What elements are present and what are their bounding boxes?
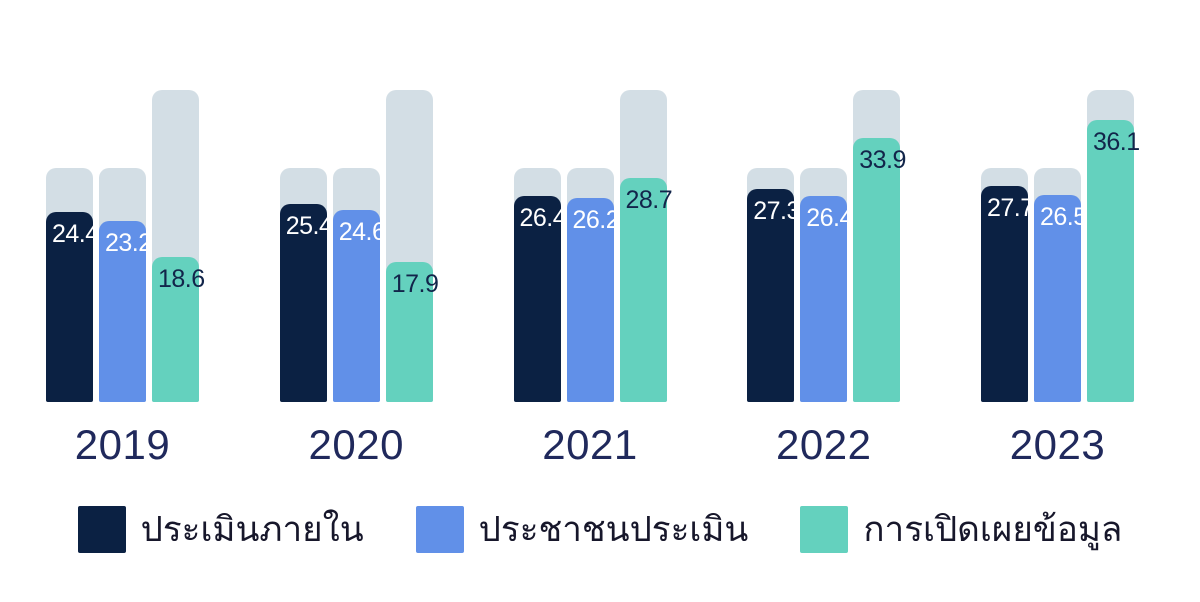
legend-label: ประเมินภายใน — [140, 510, 364, 549]
bar-series-2: 33.9 — [853, 137, 906, 402]
legend-item: ประชาชนประเมิน — [415, 506, 749, 553]
bar-slot: 18.6 — [152, 90, 205, 402]
bar-value-label: 24.6 — [338, 218, 386, 247]
bar-series-0: 25.4 — [279, 203, 333, 402]
year-group: 25.4 24.6 17.9 2020 — [279, 90, 439, 466]
bar-slot: 17.9 — [385, 90, 439, 402]
bar-value-label: 26.4 — [519, 204, 567, 233]
bar-series-1: 26.2 — [566, 197, 620, 402]
bar-slot: 26.2 — [566, 168, 620, 402]
bar-series-0: 27.3 — [747, 189, 800, 402]
bar-value-label: 25.4 — [285, 211, 333, 240]
bar-value-label: 24.4 — [52, 219, 99, 248]
grouped-bar-chart: 24.4 23.2 18.6 2019 25.4 24.6 17.9 2020 26.4 26.2… — [46, 90, 1140, 466]
bar-series-1: 24.6 — [332, 210, 386, 402]
bar-series-2: 18.6 — [152, 256, 205, 402]
year-group: 27.7 26.5 36.1 2023 — [981, 90, 1140, 466]
bar-slot: 27.7 — [981, 168, 1034, 402]
year-group: 27.3 26.4 33.9 2022 — [747, 90, 906, 466]
legend-swatch — [800, 506, 849, 553]
bar-cluster: 27.7 26.5 36.1 — [981, 90, 1140, 402]
bar-slot: 27.3 — [747, 168, 800, 402]
x-axis-label-year: 2020 — [308, 421, 404, 468]
legend-item: ประเมินภายใน — [77, 506, 364, 553]
bar-slot: 26.4 — [513, 168, 567, 402]
year-group: 24.4 23.2 18.6 2019 — [46, 90, 205, 466]
bar-cluster: 26.4 26.2 28.7 — [513, 90, 673, 402]
bar-value-label: 17.9 — [391, 270, 439, 299]
x-axis-label-year: 2019 — [74, 421, 171, 468]
bar-value-label: 26.5 — [1040, 203, 1087, 232]
bar-value-label: 23.2 — [105, 229, 152, 258]
bar-slot: 23.2 — [99, 168, 152, 402]
bar-value-label: 18.6 — [158, 264, 205, 293]
year-group: 26.4 26.2 28.7 2021 — [513, 90, 673, 466]
legend-item: การเปิดเผยข้อมูล — [800, 506, 1122, 553]
legend-swatch — [415, 506, 464, 553]
legend: ประเมินภายใน ประชาชนประเมิน การเปิดเผยข้อม… — [0, 506, 1200, 553]
bar-series-2: 36.1 — [1087, 120, 1140, 402]
bar-series-2: 17.9 — [385, 262, 439, 402]
bar-slot: 24.6 — [332, 168, 386, 402]
bar-slot: 26.4 — [800, 168, 853, 402]
x-axis-label-year: 2022 — [776, 421, 872, 468]
bar-cluster: 24.4 23.2 18.6 — [46, 90, 205, 402]
legend-label: การเปิดเผยข้อมูล — [863, 510, 1123, 549]
bar-series-2: 28.7 — [619, 178, 673, 402]
bar-value-label: 27.3 — [753, 197, 800, 226]
bar-slot: 33.9 — [853, 90, 906, 402]
bar-series-1: 23.2 — [99, 221, 152, 402]
bar-series-1: 26.5 — [1034, 195, 1087, 402]
legend-label: ประชาชนประเมิน — [478, 510, 749, 549]
bar-value-label: 28.7 — [625, 186, 673, 215]
bar-slot: 25.4 — [279, 168, 333, 402]
x-axis-label-year: 2023 — [1009, 421, 1106, 468]
bar-value-label: 33.9 — [859, 145, 906, 174]
bar-slot: 36.1 — [1087, 90, 1140, 402]
bar-slot: 26.5 — [1034, 168, 1087, 402]
bar-series-1: 26.4 — [800, 196, 853, 402]
legend-swatch — [77, 506, 126, 553]
bar-value-label: 27.7 — [987, 193, 1034, 222]
bar-slot: 28.7 — [619, 90, 673, 402]
bar-series-0: 26.4 — [513, 196, 567, 402]
bar-cluster: 25.4 24.6 17.9 — [279, 90, 439, 402]
bar-value-label: 36.1 — [1093, 128, 1140, 157]
bar-series-0: 27.7 — [981, 185, 1034, 402]
bar-value-label: 26.4 — [806, 204, 853, 233]
bar-value-label: 26.2 — [572, 205, 620, 234]
bar-cluster: 27.3 26.4 33.9 — [747, 90, 906, 402]
bar-series-0: 24.4 — [46, 211, 99, 402]
bar-slot: 24.4 — [46, 168, 99, 402]
x-axis-label-year: 2021 — [542, 421, 638, 468]
